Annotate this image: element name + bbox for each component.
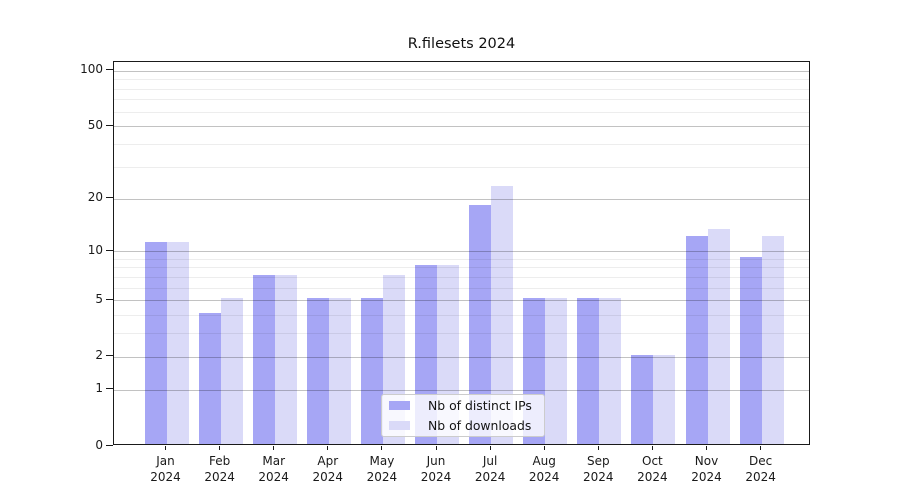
x-tick-mark-may — [381, 446, 383, 450]
bar-downloads-oct — [653, 354, 676, 444]
legend-label-distinct-ips: Nb of distinct IPs — [428, 397, 532, 413]
bar-distinct-ips-oct — [631, 354, 654, 444]
x-tick-label-jan: Jan 2024 — [150, 454, 181, 484]
y-tick-label-0: 0 — [95, 437, 103, 452]
bar-distinct-ips-mar — [252, 274, 275, 444]
bar-distinct-ips-sep — [577, 298, 600, 444]
x-tick-mark-jul — [489, 446, 491, 450]
bar-downloads-jul — [491, 185, 514, 444]
bar-distinct-ips-jul — [469, 204, 492, 444]
bars-layer — [114, 62, 809, 444]
x-tick-mark-apr — [327, 446, 329, 450]
y-tick-mark-100 — [106, 69, 113, 71]
x-tick-label-oct: Oct 2024 — [637, 454, 668, 484]
x-tick-mark-jun — [435, 446, 437, 450]
y-tick-mark-1 — [106, 388, 113, 390]
legend-item-distinct-ips: Nb of distinct IPs — [382, 395, 544, 416]
x-tick-mark-sep — [597, 446, 599, 450]
y-tick-label-50: 50 — [87, 117, 103, 132]
x-tick-label-mar: Mar 2024 — [258, 454, 289, 484]
x-tick-mark-dec — [760, 446, 762, 450]
y-tick-label-100: 100 — [80, 62, 103, 77]
x-tick-mark-mar — [273, 446, 275, 450]
y-tick-mark-20 — [106, 197, 113, 199]
x-tick-mark-jan — [165, 446, 167, 450]
bar-downloads-feb — [220, 298, 243, 444]
x-tick-label-feb: Feb 2024 — [204, 454, 235, 484]
bar-distinct-ips-apr — [306, 298, 329, 444]
x-tick-label-nov: Nov 2024 — [691, 454, 722, 484]
y-tick-mark-0 — [106, 444, 113, 446]
bar-downloads-mar — [274, 274, 297, 444]
bar-downloads-nov — [707, 229, 730, 444]
y-tick-mark-5 — [106, 298, 113, 300]
bar-downloads-sep — [599, 298, 622, 444]
bar-downloads-dec — [761, 235, 784, 444]
x-tick-mark-feb — [219, 446, 221, 450]
legend-label-downloads: Nb of downloads — [428, 418, 532, 434]
x-tick-label-apr: Apr 2024 — [312, 454, 344, 484]
y-tick-label-2: 2 — [95, 348, 103, 363]
y-tick-mark-2 — [106, 355, 113, 357]
x-tick-label-aug: Aug 2024 — [528, 454, 560, 484]
y-tick-label-20: 20 — [87, 190, 103, 204]
bar-distinct-ips-jan — [144, 242, 167, 444]
x-tick-label-jun: Jun 2024 — [420, 454, 452, 484]
legend: Nb of distinct IPs Nb of downloads — [381, 394, 545, 437]
y-tick-mark-10 — [106, 249, 113, 251]
x-tick-label-dec: Dec 2024 — [745, 454, 776, 484]
x-tick-mark-oct — [651, 446, 653, 450]
bar-downloads-aug — [545, 298, 568, 444]
x-tick-label-sep: Sep 2024 — [583, 454, 614, 484]
x-tick-label-may: May 2024 — [366, 454, 398, 484]
plot-area: Nb of distinct IPs Nb of downloads — [113, 61, 810, 445]
y-tick-label-10: 10 — [87, 242, 103, 257]
y-tick-label-1: 1 — [95, 381, 103, 396]
legend-swatch-distinct-ips — [389, 400, 410, 410]
bar-distinct-ips-feb — [198, 313, 221, 444]
bar-downloads-jan — [166, 242, 189, 444]
bar-downloads-apr — [328, 298, 351, 444]
x-tick-mark-nov — [706, 446, 708, 450]
chart-title: R.filesets 2024 — [407, 36, 516, 52]
legend-swatch-downloads — [389, 421, 410, 431]
bar-distinct-ips-nov — [685, 235, 708, 444]
bar-distinct-ips-dec — [739, 256, 762, 444]
x-tick-label-jul: Jul 2024 — [474, 454, 506, 484]
bar-distinct-ips-may — [360, 298, 383, 444]
legend-item-downloads: Nb of downloads — [382, 416, 544, 437]
x-tick-mark-aug — [543, 446, 545, 450]
y-tick-label-5: 5 — [95, 291, 103, 306]
y-tick-mark-50 — [106, 124, 113, 126]
